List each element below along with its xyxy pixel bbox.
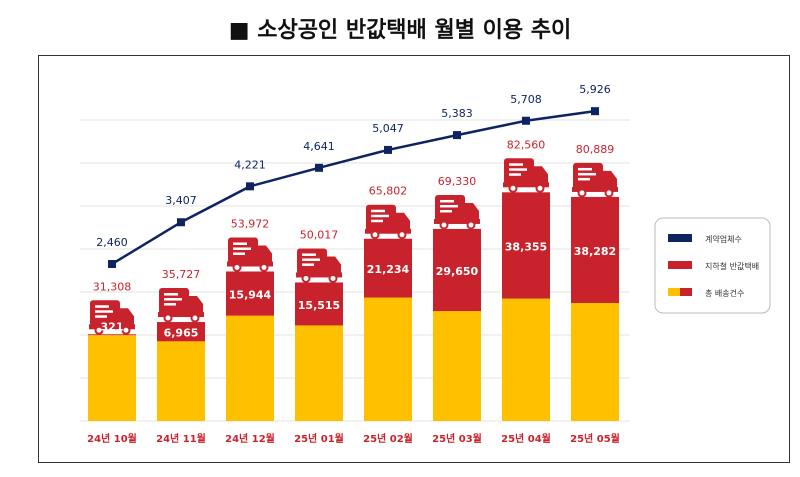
total-value-label: 53,972 bbox=[231, 217, 270, 230]
total-value-label: 35,727 bbox=[162, 268, 201, 281]
bar-subway bbox=[433, 228, 481, 312]
legend-label: 총 배송건수 bbox=[705, 288, 744, 298]
subway-value-label: 21,234 bbox=[367, 263, 410, 276]
line-point bbox=[108, 260, 116, 268]
subway-value-label: 321 bbox=[101, 320, 124, 333]
bar-total bbox=[433, 311, 481, 421]
subway-value-label: 15,944 bbox=[229, 289, 272, 302]
chart-frame bbox=[38, 55, 790, 463]
bar-subway bbox=[571, 196, 619, 303]
bar-total bbox=[502, 298, 550, 421]
bar-total bbox=[88, 335, 136, 421]
truck-icon bbox=[296, 248, 342, 283]
x-tick-label: 25년 05월 bbox=[570, 432, 620, 445]
bar-subway bbox=[295, 282, 343, 326]
bar-subway bbox=[226, 271, 274, 316]
line-value-label: 3,407 bbox=[165, 194, 197, 207]
line-value-label: 5,383 bbox=[441, 107, 473, 120]
truck-icon bbox=[503, 158, 549, 193]
bar-subway bbox=[502, 192, 550, 299]
legend-swatch bbox=[680, 288, 692, 296]
truck-icon bbox=[365, 204, 411, 240]
chart-title: ■ 소상공인 반값택배 월별 이용 추이 bbox=[228, 18, 572, 43]
truck-icon bbox=[158, 288, 204, 323]
legend-label: 계약업체수 bbox=[705, 234, 742, 244]
line-point bbox=[315, 163, 323, 172]
bar-subway bbox=[364, 238, 412, 298]
total-value-label: 50,017 bbox=[300, 228, 339, 241]
subway-value-label: 38,282 bbox=[574, 245, 616, 258]
line-value-label: 4,641 bbox=[303, 140, 335, 153]
bar-subway bbox=[88, 334, 136, 336]
x-tick-label: 24년 12월 bbox=[225, 432, 275, 445]
subway-value-label: 29,650 bbox=[436, 265, 479, 278]
total-value-label: 80,889 bbox=[576, 143, 615, 156]
line-point bbox=[453, 131, 461, 140]
total-value-label: 69,330 bbox=[438, 175, 477, 188]
bar-total bbox=[157, 341, 205, 421]
subway-value-label: 15,515 bbox=[298, 299, 340, 312]
x-tick-label: 24년 11월 bbox=[156, 432, 206, 445]
line-value-label: 2,460 bbox=[96, 236, 128, 249]
subway-value-label: 38,355 bbox=[505, 240, 547, 253]
total-value-label: 31,308 bbox=[93, 280, 132, 293]
bar-total bbox=[295, 325, 343, 421]
legend-swatch bbox=[668, 288, 680, 296]
line-point bbox=[384, 145, 392, 154]
line-point bbox=[591, 107, 599, 116]
x-tick-label: 25년 04월 bbox=[501, 432, 551, 445]
line-value-label: 4,221 bbox=[234, 158, 266, 171]
bar-total bbox=[364, 297, 412, 421]
total-value-label: 65,802 bbox=[369, 185, 408, 198]
x-tick-label: 25년 02월 bbox=[363, 432, 413, 445]
x-tick-label: 25년 03월 bbox=[432, 432, 482, 445]
bar-total bbox=[226, 315, 274, 421]
truck-icon bbox=[434, 194, 480, 230]
x-tick-label: 25년 01월 bbox=[294, 432, 344, 445]
truck-icon bbox=[572, 162, 618, 198]
truck-icon bbox=[227, 237, 273, 272]
line-value-label: 5,926 bbox=[579, 83, 611, 96]
x-tick-label: 24년 10월 bbox=[87, 432, 137, 445]
line-value-label: 5,708 bbox=[510, 93, 542, 106]
subway-value-label: 6,965 bbox=[164, 327, 199, 340]
truck-icon bbox=[89, 300, 135, 335]
line-value-label: 5,047 bbox=[372, 122, 404, 135]
bar-subway bbox=[157, 322, 205, 342]
legend-swatch bbox=[668, 261, 692, 269]
line-point bbox=[522, 116, 530, 125]
line-series bbox=[111, 109, 596, 266]
line-point bbox=[177, 218, 185, 227]
bar-total bbox=[571, 302, 619, 421]
total-value-label: 82,560 bbox=[507, 138, 546, 151]
legend-label: 지하철 반값택배 bbox=[705, 261, 759, 271]
legend-swatch bbox=[668, 234, 692, 242]
line-point bbox=[246, 182, 254, 191]
